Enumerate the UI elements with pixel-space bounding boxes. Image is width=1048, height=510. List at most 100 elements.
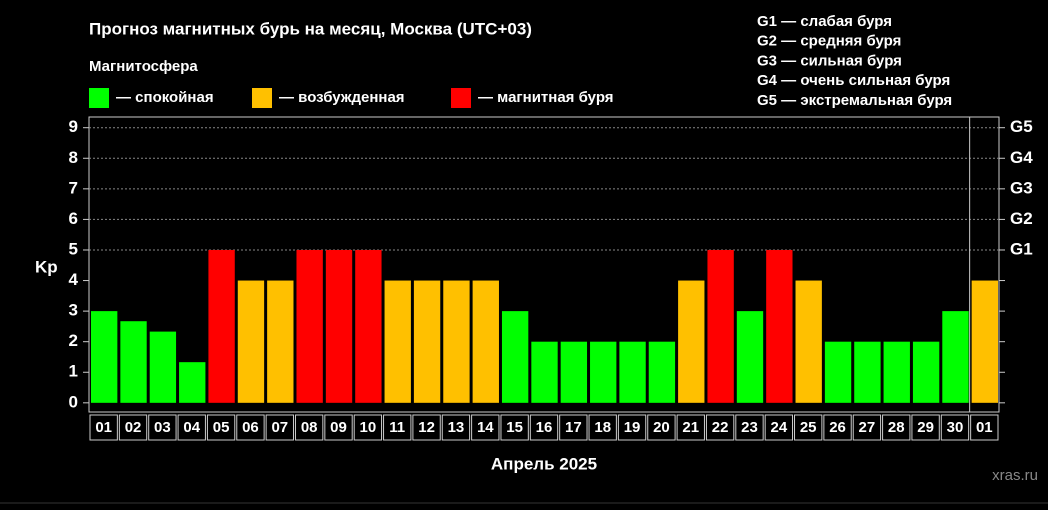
bar [531,341,558,403]
x-tick-label: 02 [125,419,142,436]
y-tick-label: 2 [69,331,78,350]
bar [384,280,411,403]
y-tick-label: 4 [69,270,79,289]
y-tick-label: 9 [69,117,78,136]
category-cell [471,414,500,441]
y-axis-label: Kp [35,257,58,276]
category-cell [559,414,588,441]
y2-tick-label: G2 [1010,209,1033,228]
bar [472,280,499,403]
legend-swatch [252,88,272,108]
legend-label: — возбужденная [279,89,405,106]
category-cell [206,414,236,441]
x-tick-label: 29 [917,419,934,436]
bar [267,280,294,403]
legend-title: Магнитосфера [89,58,198,75]
storm-legend-item: G2 — средняя буря [757,33,901,50]
bar [208,249,235,403]
bar [501,311,529,403]
bar [237,280,265,403]
y2-tick-label: G3 [1010,178,1033,197]
bar [325,249,353,403]
x-tick-label: 06 [242,419,259,436]
x-tick-label: 20 [653,419,670,436]
bar [766,249,793,403]
plot-frame [88,116,1000,413]
bar [678,280,705,403]
category-cell [764,414,794,441]
category-cell [412,414,441,441]
x-tick-label: 07 [271,419,288,436]
x-tick-label: 25 [800,419,817,436]
storm-legend-item: G5 — экстремальная буря [757,92,952,109]
category-cell [236,414,265,441]
y2-tick-label: G5 [1010,117,1033,136]
x-tick-label: 19 [624,419,641,436]
legend-swatch [451,88,471,108]
x-tick-label: 01 [976,419,993,436]
bar [912,341,940,403]
x-tick-label: 26 [829,419,846,436]
x-tick-label: 23 [741,419,758,436]
category-cell [177,414,206,441]
bar [854,341,881,403]
bar [296,249,323,403]
x-tick-label: 05 [213,419,230,436]
category-cell [823,414,852,441]
category-cell [294,414,324,441]
bar [707,249,734,403]
watermark: xras.ru [992,467,1038,484]
chart-title: Прогноз магнитных бурь на месяц, Москва … [89,19,532,38]
bar [355,249,382,403]
category-cell [735,414,764,441]
category-cell [705,414,735,441]
x-tick-label: 03 [154,419,171,436]
y-tick-label: 6 [69,209,78,228]
bar [179,362,206,403]
x-tick-label: 16 [536,419,553,436]
x-tick-label: 21 [682,419,699,436]
bar [590,341,617,403]
category-cell [911,414,940,441]
y2-tick-label: G4 [1010,148,1033,167]
x-tick-label: 30 [947,419,964,436]
bar [120,321,147,403]
x-tick-label: 10 [360,419,377,436]
bar [443,280,470,403]
x-tick-label: 15 [506,419,523,436]
category-cell [676,414,705,441]
category-cell [265,414,294,441]
x-tick-label: 28 [888,419,905,436]
y-tick-label: 8 [69,148,78,167]
category-cell [794,414,823,441]
category-cell [89,414,118,441]
x-axis-label: Апрель 2025 [491,454,597,473]
category-cell [353,414,383,441]
legend-swatch [89,88,109,108]
bar [560,341,588,403]
bar [883,341,910,403]
x-tick-label: 09 [330,419,347,436]
bar [795,280,822,403]
category-cell [529,414,559,441]
category-cell [940,414,970,441]
legend-label: — спокойная [116,89,214,106]
y-tick-label: 7 [69,178,78,197]
x-tick-label: 17 [565,419,582,436]
x-tick-label: 14 [477,419,494,436]
x-tick-label: 24 [770,419,787,436]
category-cell [383,414,412,441]
bar [942,311,969,403]
category-cell [118,414,148,441]
y-tick-label: 3 [69,301,78,320]
bar [736,311,764,403]
category-cell [617,414,647,441]
x-tick-label: 08 [301,419,318,436]
category-cell [647,414,676,441]
bar [91,311,118,403]
category-cell [441,414,471,441]
x-tick-label: 04 [183,419,200,436]
storm-legend-item: G4 — очень сильная буря [757,72,950,89]
